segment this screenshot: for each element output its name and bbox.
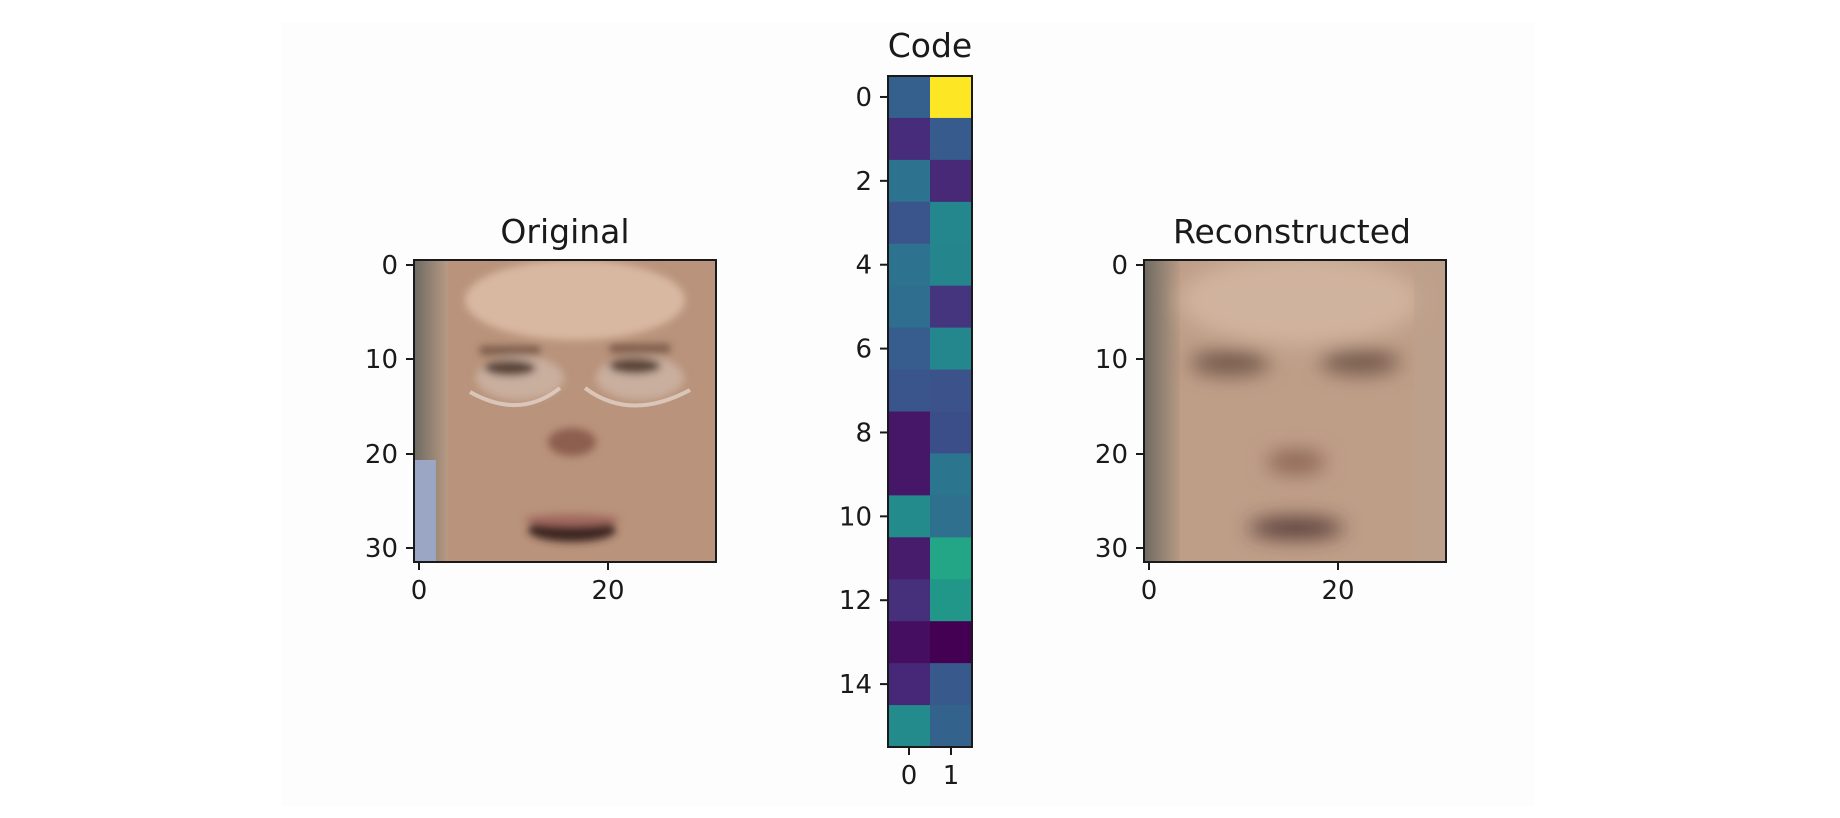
- code-ytick-label: 14: [839, 670, 872, 700]
- code-cell: [930, 369, 973, 412]
- original-face-image: [414, 260, 716, 562]
- code-cell: [930, 537, 973, 580]
- reconstructed-x-ticks: 0 20: [1141, 562, 1355, 606]
- reconstructed-ytick-label: 10: [1095, 345, 1128, 375]
- code-cell: [930, 159, 973, 203]
- code-axes-frame: [887, 75, 973, 748]
- code-cell: [888, 76, 931, 119]
- code-cell: [888, 411, 931, 454]
- reconstructed-ytick-label: 20: [1095, 440, 1128, 470]
- code-cell: [930, 663, 973, 706]
- original-xtick-label: 20: [591, 576, 624, 606]
- code-ytick-label: 10: [839, 502, 872, 532]
- reconstructed-axes-frame: [1143, 259, 1447, 563]
- code-ytick-label: 12: [839, 586, 872, 616]
- code-cell: [930, 201, 973, 245]
- code-cell: [888, 495, 931, 538]
- code-ytick-label: 2: [855, 167, 872, 197]
- code-ytick-label: 6: [855, 335, 872, 365]
- code-cell: [888, 579, 931, 622]
- reconstructed-panel: Reconstructed 0 10 20 30: [1095, 212, 1447, 606]
- original-title: Original: [500, 212, 629, 251]
- original-ytick-label: 0: [381, 251, 398, 281]
- code-y-ticks: 0 2 4 6 8 10 12 14: [839, 83, 888, 700]
- code-cell: [888, 201, 931, 245]
- code-cell: [888, 369, 931, 412]
- reconstructed-ytick-label: 0: [1111, 251, 1128, 281]
- code-ytick-label: 8: [855, 418, 872, 448]
- code-ytick-label: 0: [855, 83, 872, 113]
- code-cell: [888, 537, 931, 580]
- original-panel: Original 0: [365, 212, 717, 606]
- code-cell: [930, 327, 973, 371]
- code-cell: [888, 621, 931, 664]
- reconstructed-xtick-label: 0: [1141, 576, 1158, 606]
- code-cell: [930, 705, 973, 748]
- code-cell: [888, 705, 931, 748]
- code-cell: [888, 243, 931, 287]
- code-cell: [930, 453, 973, 496]
- code-heatmap: [888, 76, 973, 748]
- code-cell: [888, 327, 931, 371]
- code-title: Code: [888, 26, 972, 65]
- code-xtick-label: 0: [901, 761, 918, 791]
- code-cell: [888, 663, 931, 706]
- original-x-ticks: 0 20: [411, 562, 625, 606]
- original-ytick-label: 10: [365, 345, 398, 375]
- code-cell: [930, 411, 973, 454]
- code-cell: [888, 117, 931, 161]
- code-ytick-label: 4: [855, 251, 872, 281]
- reconstructed-y-ticks: 0 10 20 30: [1095, 251, 1144, 564]
- reconstructed-face-image: [1144, 260, 1446, 562]
- original-y-ticks: 0 10 20 30: [365, 251, 414, 564]
- original-xtick-label: 0: [411, 576, 428, 606]
- code-cell: [930, 621, 973, 664]
- code-xtick-label: 1: [943, 761, 960, 791]
- code-cell: [888, 159, 931, 203]
- reconstructed-title: Reconstructed: [1173, 212, 1411, 251]
- code-cell: [930, 285, 973, 329]
- code-cell: [930, 495, 973, 538]
- reconstructed-xtick-label: 20: [1321, 576, 1354, 606]
- reconstructed-ytick-label: 30: [1095, 534, 1128, 564]
- original-axes-frame: [413, 259, 717, 563]
- original-ytick-label: 30: [365, 534, 398, 564]
- code-cell: [930, 579, 973, 622]
- code-cell: [930, 243, 973, 287]
- code-cell: [888, 285, 931, 329]
- code-cell: [888, 453, 931, 496]
- code-cell: [930, 76, 973, 119]
- code-cell: [930, 117, 973, 161]
- original-ytick-label: 20: [365, 440, 398, 470]
